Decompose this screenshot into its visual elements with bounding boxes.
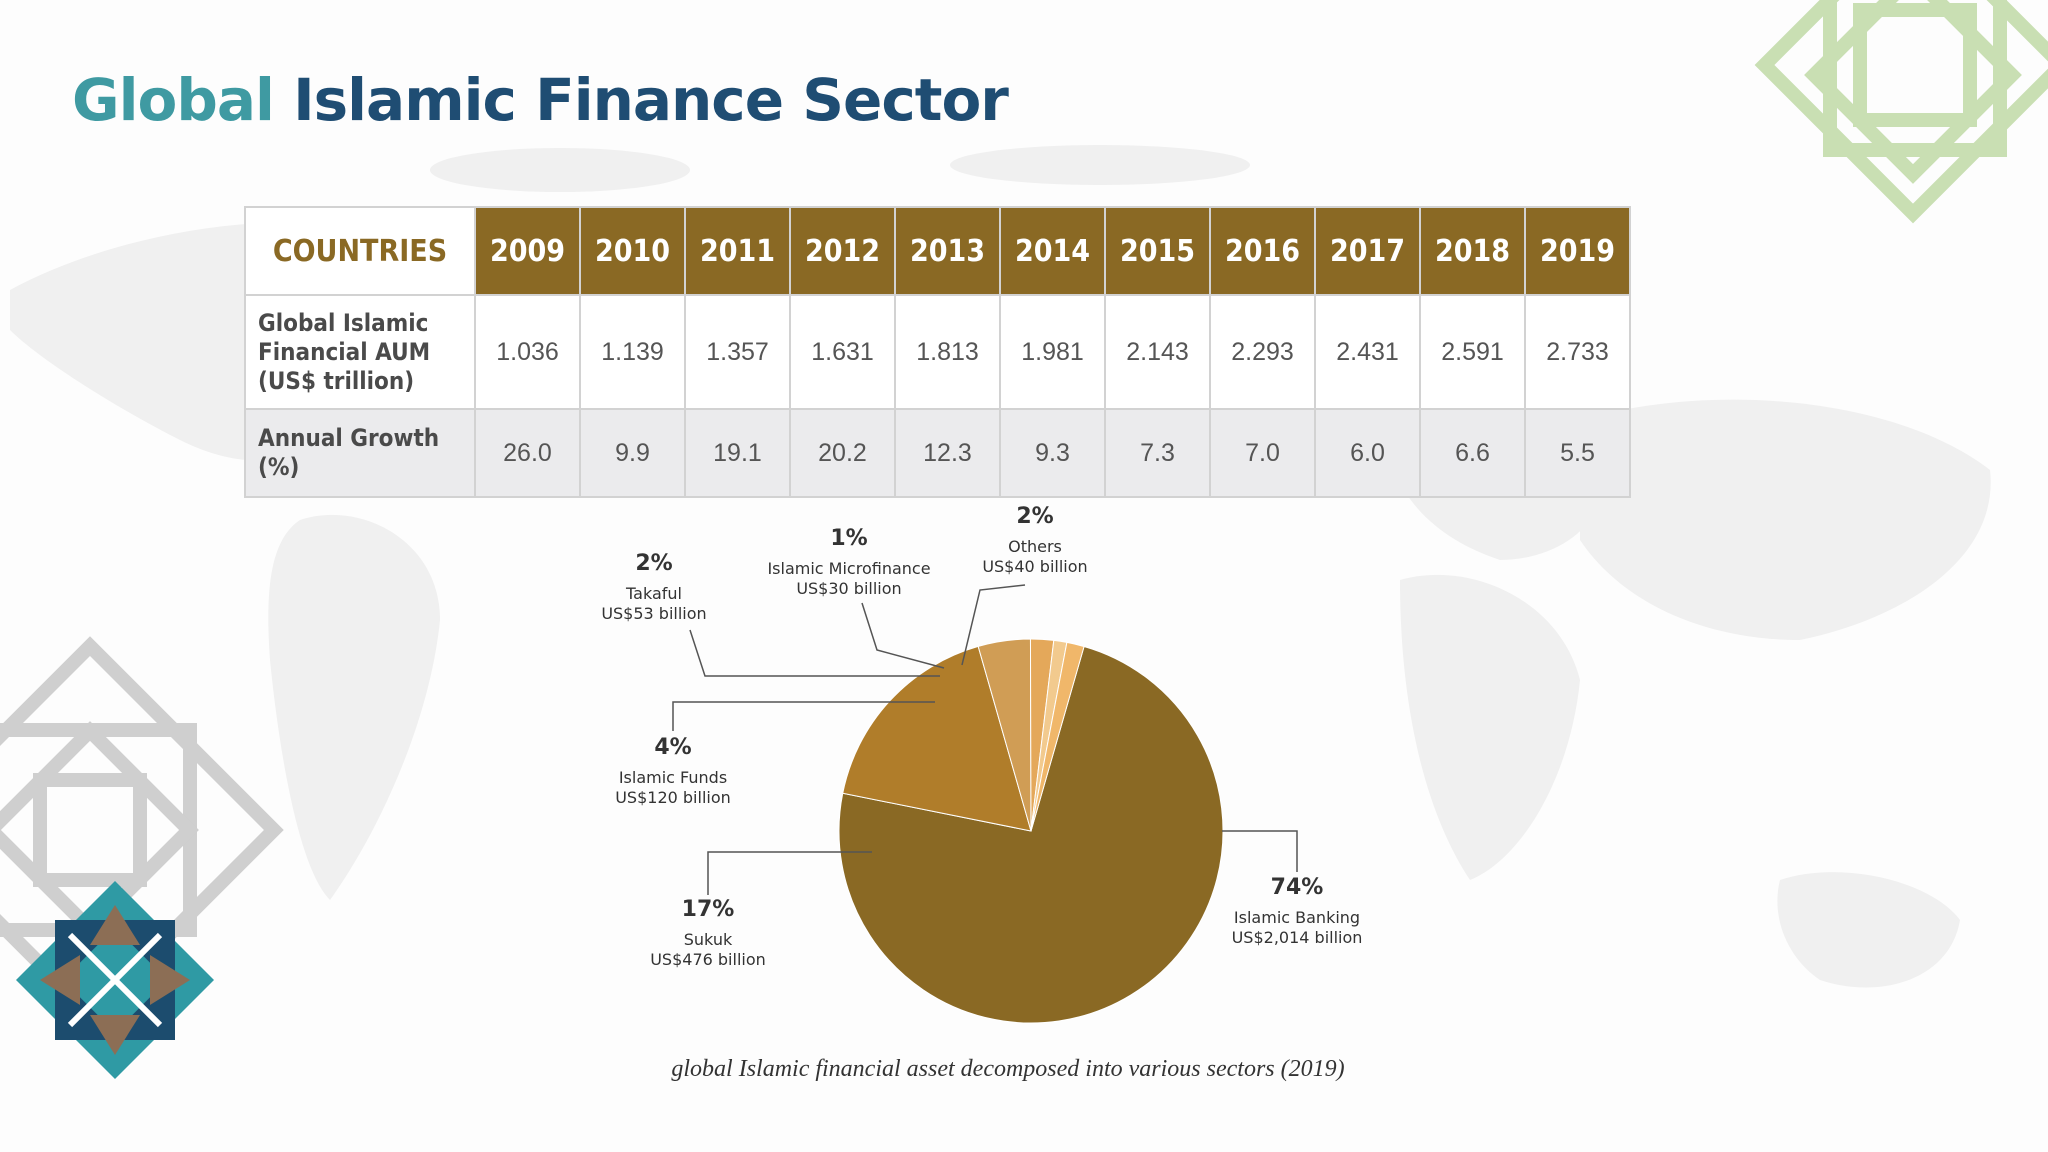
header-year: 2016 [1209, 206, 1316, 296]
chart-caption: global Islamic financial asset decompose… [671, 1056, 1345, 1082]
pie-label-value-islamic-microfinance: US$30 billion [796, 579, 901, 598]
header-year: 2017 [1314, 206, 1421, 296]
table-cell: 1.981 [999, 294, 1106, 410]
title-main: Islamic Finance Sector [293, 66, 1009, 134]
table-cell: 5.5 [1524, 408, 1631, 498]
header-year: 2018 [1419, 206, 1526, 296]
table-cell: 1.631 [789, 294, 896, 410]
header-year: 2014 [999, 206, 1106, 296]
pie-slice-islamic-banking [838, 645, 1224, 1024]
leader-line [861, 602, 945, 669]
pie-slice-others [1030, 641, 1085, 832]
pie-label-name-islamic-banking: Islamic Banking [1234, 908, 1360, 927]
table-cell: 1.036 [474, 294, 581, 410]
table-cell: 9.3 [999, 408, 1106, 498]
pie-label-name-others: Others [1008, 537, 1062, 556]
table-cell: 9.9 [579, 408, 686, 498]
header-year: 2009 [474, 206, 581, 296]
pie-label-percent-sukuk: 17% [682, 897, 735, 922]
table-cell: 12.3 [894, 408, 1001, 498]
pie-label-value-islamic-banking: US$2,014 billion [1232, 928, 1363, 947]
table-cell: 7.3 [1104, 408, 1211, 498]
leader-line [707, 851, 872, 895]
table-cell: 7.0 [1209, 408, 1316, 498]
header-year: 2012 [789, 206, 896, 296]
table-cell: 2.733 [1524, 294, 1631, 410]
pie-label-name-takaful: Takaful [625, 584, 682, 603]
table-cell: 6.6 [1419, 408, 1526, 498]
green-star-ornament [1754, 0, 2048, 224]
pie-label-name-islamic-funds: Islamic Funds [619, 768, 727, 787]
teal-logo-ornament [16, 881, 214, 1079]
pie-label-percent-takaful: 2% [635, 551, 672, 576]
header-year: 2015 [1104, 206, 1211, 296]
pie-label-percent-others: 2% [1016, 504, 1053, 529]
leader-line [672, 701, 935, 731]
header-countries: COUNTRIES [244, 206, 476, 296]
header-year: 2011 [684, 206, 791, 296]
table-cell: 1.813 [894, 294, 1001, 410]
table-cell: 2.431 [1314, 294, 1421, 410]
header-year: 2019 [1524, 206, 1631, 296]
pie-label-name-islamic-microfinance: Islamic Microfinance [767, 559, 930, 578]
table-cell: 1.139 [579, 294, 686, 410]
pie-label-percent-islamic-banking: 74% [1271, 875, 1324, 900]
table-cell: 20.2 [789, 408, 896, 498]
leader-line [961, 584, 1026, 666]
islamic-finance-table: COUNTRIES 2009 2010 2011 2012 2013 2014 … [244, 206, 1631, 498]
table-row-growth: Annual Growth (%) 26.0 9.9 19.1 20.2 12.… [244, 408, 1631, 498]
pie-label-name-sukuk: Sukuk [684, 930, 733, 949]
table-cell: 6.0 [1314, 408, 1421, 498]
table-row-aum: Global Islamic Financial AUM (US$ trilli… [244, 294, 1631, 410]
pie-label-value-islamic-funds: US$120 billion [615, 788, 731, 807]
header-year: 2013 [894, 206, 1001, 296]
leader-line [689, 629, 940, 677]
table-cell: 26.0 [474, 408, 581, 498]
pie-label-value-takaful: US$53 billion [601, 604, 706, 623]
table-cell: 2.591 [1419, 294, 1526, 410]
title-accent: Global [72, 66, 275, 134]
table-cell: 2.293 [1209, 294, 1316, 410]
pie-label-percent-islamic-microfinance: 1% [830, 526, 867, 551]
table-cell: 19.1 [684, 408, 791, 498]
table-cell: 1.357 [684, 294, 791, 410]
pie-label-value-others: US$40 billion [982, 557, 1087, 576]
pie-label-value-sukuk: US$476 billion [650, 950, 766, 969]
pie-label-percent-islamic-funds: 4% [654, 735, 691, 760]
pie-slice-sukuk [842, 645, 1032, 832]
leader-line [1222, 830, 1298, 872]
row-label-aum: Global Islamic Financial AUM (US$ trilli… [244, 294, 476, 410]
table-header-row: COUNTRIES 2009 2010 2011 2012 2013 2014 … [244, 206, 1631, 296]
page-title: Global Islamic Finance Sector [72, 66, 1009, 134]
world-map-watermark [10, 145, 1991, 988]
row-label-growth: Annual Growth (%) [244, 408, 476, 498]
header-year: 2010 [579, 206, 686, 296]
table-cell: 2.143 [1104, 294, 1211, 410]
